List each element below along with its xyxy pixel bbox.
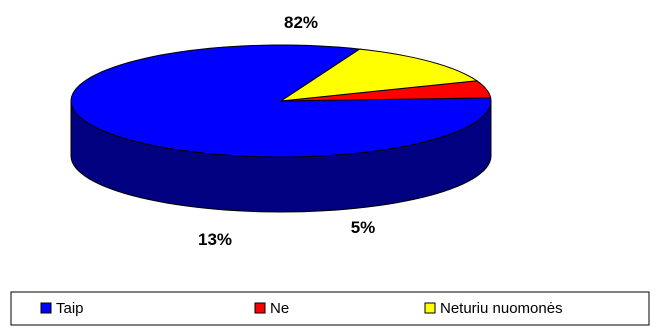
data-label-neturiu-nuomones: 13% xyxy=(198,230,232,249)
legend: Taip Ne Neturiu nuomonės xyxy=(10,291,650,326)
legend-item-neturiu-nuomones: Neturiu nuomonės xyxy=(424,300,563,317)
legend-frame xyxy=(10,291,650,326)
legend-swatch xyxy=(424,302,436,314)
pie-slices xyxy=(70,44,492,213)
legend-swatch xyxy=(254,302,266,314)
legend-label: Ne xyxy=(270,300,289,317)
legend-label: Neturiu nuomonės xyxy=(440,300,563,317)
legend-swatch xyxy=(40,302,52,314)
data-label-ne: 5% xyxy=(351,218,376,237)
slice-neturiu-nuomones xyxy=(280,48,479,102)
legend-label: Taip xyxy=(56,300,84,317)
data-labels: 82% 5% 13% xyxy=(198,13,375,249)
data-label-taip: 82% xyxy=(284,13,318,32)
legend-item-ne: Ne xyxy=(254,300,289,317)
legend-item-taip: Taip xyxy=(40,300,84,317)
